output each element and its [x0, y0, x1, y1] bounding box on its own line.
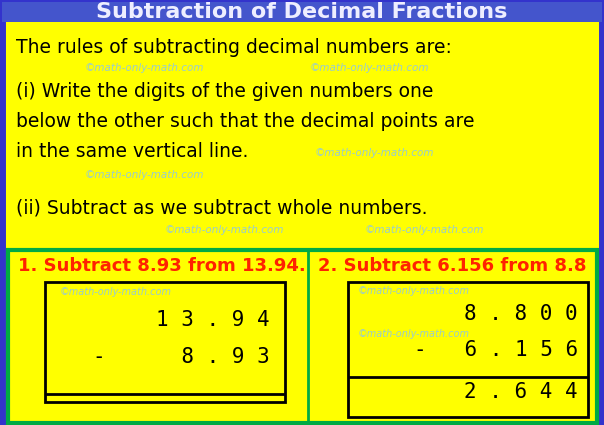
- Bar: [45, 282, 285, 402]
- Text: ©math-only-math.com: ©math-only-math.com: [60, 287, 172, 297]
- Text: ©math-only-math.com: ©math-only-math.com: [165, 225, 284, 235]
- Text: (ii) Subtract as we subtract whole numbers.: (ii) Subtract as we subtract whole numbe…: [16, 198, 428, 217]
- Bar: [348, 282, 588, 417]
- Bar: [8, 250, 597, 423]
- Text: 1. Subtract 8.93 from 13.94.: 1. Subtract 8.93 from 13.94.: [18, 257, 306, 275]
- Text: 2. Subtract 6.156 from 8.8: 2. Subtract 6.156 from 8.8: [318, 257, 586, 275]
- Text: ©math-only-math.com: ©math-only-math.com: [85, 170, 205, 180]
- Text: ©math-only-math.com: ©math-only-math.com: [365, 225, 484, 235]
- Text: in the same vertical line.: in the same vertical line.: [16, 142, 248, 161]
- Text: Subtraction of Decimal Fractions: Subtraction of Decimal Fractions: [96, 2, 508, 22]
- Text: ©math-only-math.com: ©math-only-math.com: [315, 148, 434, 158]
- Text: ©math-only-math.com: ©math-only-math.com: [310, 63, 429, 73]
- Text: 1 3 . 9 4: 1 3 . 9 4: [156, 310, 270, 330]
- Text: (i) Write the digits of the given numbers one: (i) Write the digits of the given number…: [16, 82, 434, 101]
- Text: -      8 . 9 3: - 8 . 9 3: [93, 347, 270, 367]
- Text: ©math-only-math.com: ©math-only-math.com: [358, 329, 470, 339]
- Bar: [2, 2, 602, 22]
- Text: 2 . 6 4 4: 2 . 6 4 4: [464, 382, 578, 402]
- Text: ©math-only-math.com: ©math-only-math.com: [358, 286, 470, 296]
- Text: ©math-only-math.com: ©math-only-math.com: [85, 63, 205, 73]
- Text: The rules of subtracting decimal numbers are:: The rules of subtracting decimal numbers…: [16, 38, 452, 57]
- Text: below the other such that the decimal points are: below the other such that the decimal po…: [16, 112, 475, 131]
- Text: 8 . 8 0 0: 8 . 8 0 0: [464, 304, 578, 324]
- Text: -   6 . 1 5 6: - 6 . 1 5 6: [414, 340, 578, 360]
